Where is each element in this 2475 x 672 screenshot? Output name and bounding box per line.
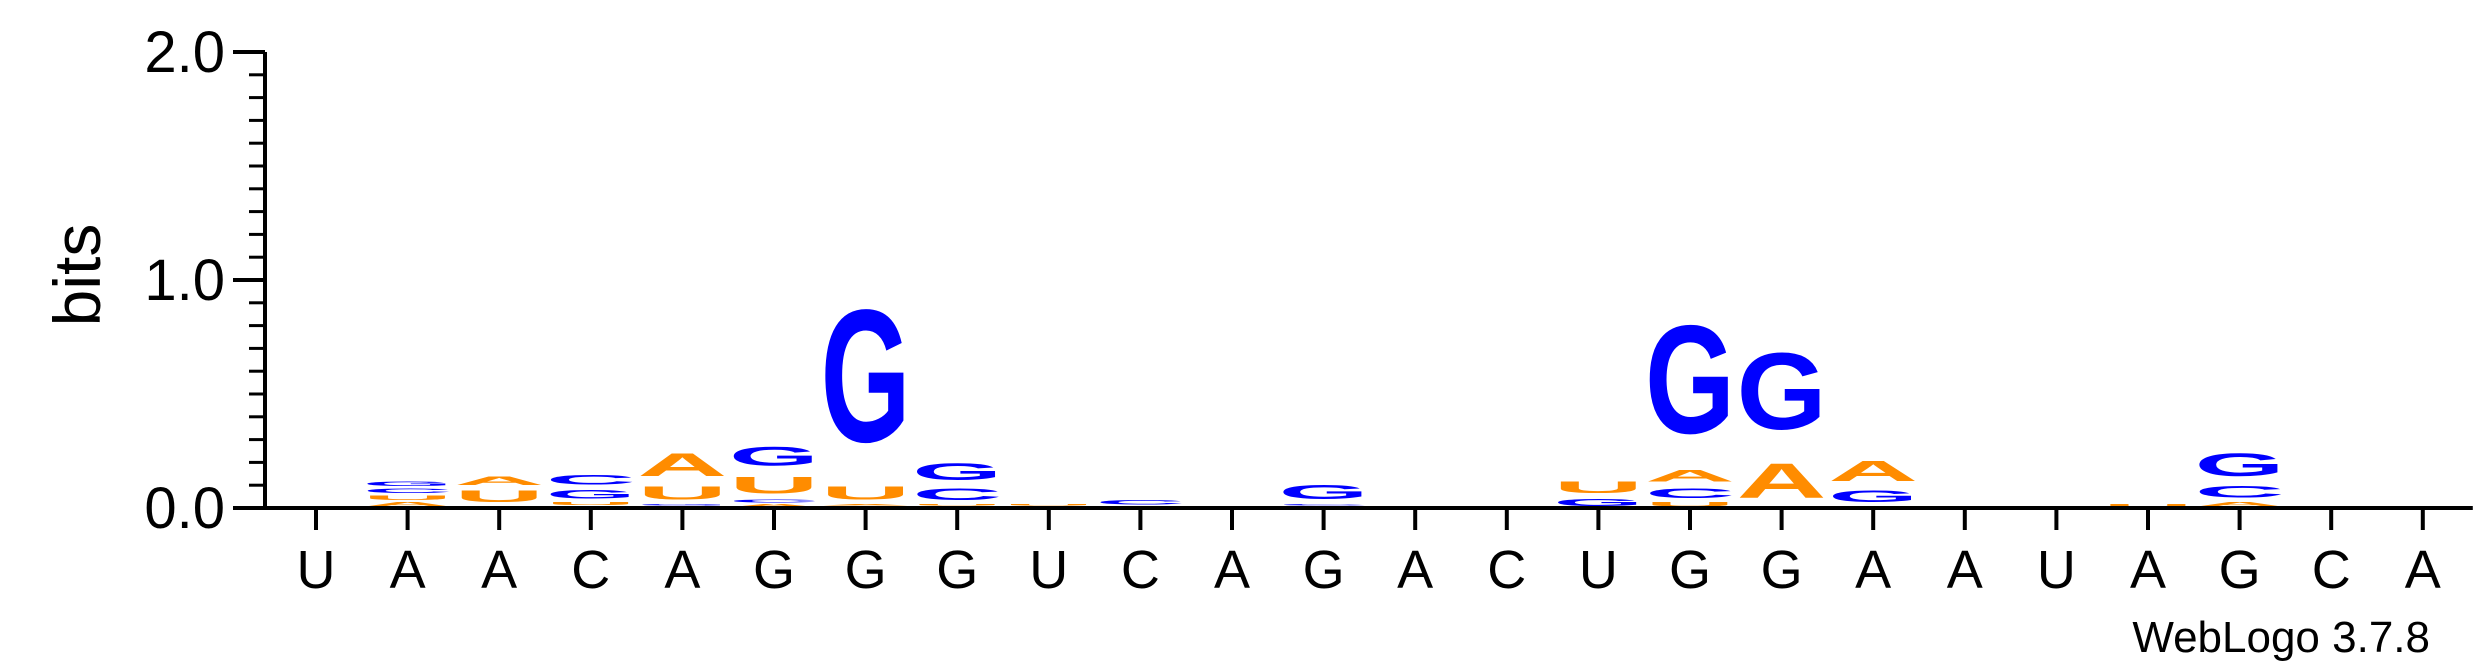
logo-letter-A: A: [637, 447, 727, 483]
logo-letter-G: G: [1645, 292, 1735, 465]
logo-letter-U: U: [912, 503, 1002, 505]
x-tick-label: U: [297, 540, 336, 600]
x-tick-label: A: [1947, 540, 1983, 600]
x-tick-label: G: [753, 540, 795, 600]
y-tick-label: 2.0: [144, 20, 225, 85]
y-axis-label: bits: [40, 224, 114, 327]
logo-letter-A: A: [1828, 456, 1918, 488]
logo-letter-C: C: [363, 487, 453, 494]
x-tick-label: U: [1029, 540, 1068, 600]
logo-letter-U: U: [637, 483, 727, 504]
logo-letter-C: C: [729, 499, 819, 504]
logo-letter-G: G: [1279, 481, 1369, 504]
x-tick-label: C: [571, 540, 610, 600]
logo-letter-U: U: [363, 494, 453, 501]
x-tick-label: A: [2405, 540, 2441, 600]
x-tick-label: G: [1303, 540, 1345, 600]
logo-letter-U: U: [1553, 478, 1643, 496]
y-axis: 0.0 1.0 2.0: [144, 20, 265, 541]
logo-letter-G: G: [912, 458, 1002, 485]
logo-letter-G: G: [1828, 487, 1918, 505]
x-tick-label: U: [2037, 540, 2076, 600]
logo-letter-U: U: [729, 472, 819, 499]
logo-letter-C: C: [2195, 483, 2285, 501]
logo-letter-A: A: [1737, 453, 1827, 508]
logo-letter-U: U: [821, 483, 911, 504]
y-tick-label: 0.0: [144, 476, 225, 541]
logo-letter-G: G: [2195, 447, 2285, 483]
logo-letter-G: G: [363, 481, 453, 488]
x-tick-label: C: [1487, 540, 1526, 600]
x-tick-label: G: [1669, 540, 1711, 600]
logo-letter-A: A: [1645, 467, 1735, 485]
logo-letter-G: G: [1737, 330, 1827, 453]
x-tick-label: A: [481, 540, 517, 600]
logo-letter-G: G: [546, 488, 636, 502]
logo-letter-C: C: [1645, 485, 1735, 501]
x-tick-label: G: [936, 540, 978, 600]
x-tick-label: C: [1121, 540, 1160, 600]
x-tick-label: G: [2219, 540, 2261, 600]
x-tick-label: A: [1855, 540, 1891, 600]
x-tick-label: G: [845, 540, 887, 600]
logo-letter-A: A: [454, 474, 544, 488]
logo-letter-U: U: [1004, 503, 1094, 505]
y-tick-label: 1.0: [144, 248, 225, 313]
x-tick-label: A: [2130, 540, 2166, 600]
logo-letter-C: C: [1279, 503, 1369, 505]
x-tick-label: A: [390, 540, 426, 600]
x-tick-label: G: [1761, 540, 1803, 600]
logo-stacks: AUCGCUAAUGCCGUAACUGCAUGAUCGCUACGACGUGGUU…: [363, 271, 2377, 508]
x-tick-label: A: [664, 540, 700, 600]
logo-letter-U: U: [454, 487, 544, 505]
logo-letter-A: A: [821, 503, 911, 505]
logo-letter-C: C: [1095, 499, 1185, 506]
logo-letter-U: U: [546, 501, 636, 506]
x-tick-label: U: [1579, 540, 1618, 600]
x-tick-label: A: [1397, 540, 1433, 600]
logo-letter-C: C: [912, 485, 1002, 503]
x-tick-label: C: [2312, 540, 2351, 600]
logo-letter-G: G: [637, 503, 727, 505]
logo-letter-C: C: [546, 471, 636, 487]
logo-letter-G: G: [729, 442, 819, 472]
logo-letter-G: G: [821, 271, 911, 482]
x-tick-label: A: [1214, 540, 1250, 600]
weblogo-credit: WebLogo 3.7.8: [2132, 613, 2430, 662]
